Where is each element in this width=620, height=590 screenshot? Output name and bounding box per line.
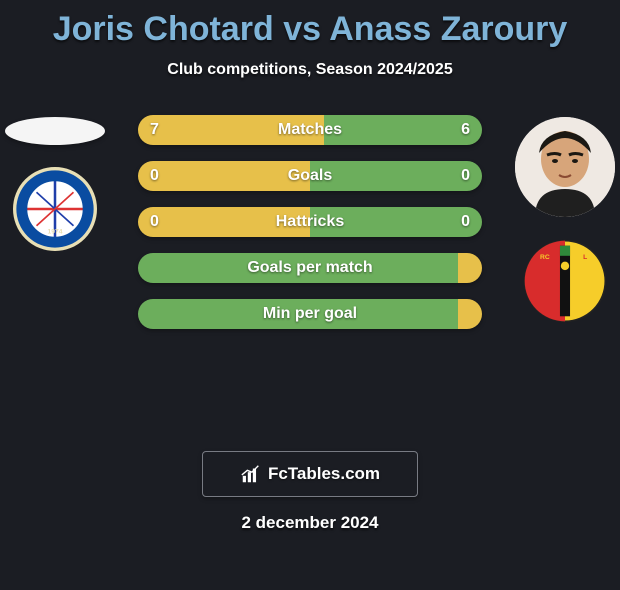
bar-chart-icon — [240, 463, 262, 485]
stat-bar-right-seg: 0 — [310, 161, 482, 191]
stat-right-value: 6 — [461, 121, 470, 139]
left-column: 1974 — [0, 109, 110, 251]
player1-club-logo: 1974 — [13, 167, 97, 251]
stat-bar-right-seg: 6 — [324, 115, 482, 145]
player1-avatar-placeholder — [5, 117, 105, 145]
stat-right-value: 0 — [461, 167, 470, 185]
stat-bar-left-seg — [138, 253, 458, 283]
watermark-text: FcTables.com — [268, 464, 380, 484]
stat-left-value: 0 — [150, 167, 159, 185]
right-column: RC L — [510, 109, 620, 323]
stat-left-value: 7 — [150, 121, 159, 139]
stat-bar: Goals per match — [138, 253, 482, 283]
bars-container: 76Matches00Goals00HattricksGoals per mat… — [138, 115, 482, 345]
player2-avatar — [515, 117, 615, 217]
subtitle: Club competitions, Season 2024/2025 — [0, 61, 620, 79]
page-title: Joris Chotard vs Anass Zaroury — [0, 10, 620, 49]
svg-text:1974: 1974 — [48, 228, 63, 235]
stat-bar-right-seg — [458, 253, 482, 283]
title-player1: Joris Chotard — [53, 10, 274, 48]
stat-bar-right-seg: 0 — [310, 207, 482, 237]
watermark-box: FcTables.com — [202, 451, 418, 497]
stat-bar: Min per goal — [138, 299, 482, 329]
stat-right-value: 0 — [461, 213, 470, 231]
stat-bar: 00Hattricks — [138, 207, 482, 237]
title-player2: Anass Zaroury — [329, 10, 567, 48]
date-text: 2 december 2024 — [0, 513, 620, 533]
stat-bar-left-seg: 0 — [138, 161, 310, 191]
svg-text:L: L — [583, 254, 587, 261]
svg-text:RC: RC — [540, 254, 550, 261]
stat-bar: 00Goals — [138, 161, 482, 191]
stat-bar-left-seg — [138, 299, 458, 329]
player2-club-logo: RC L — [523, 239, 607, 323]
stat-bar-right-seg — [458, 299, 482, 329]
stat-left-value: 0 — [150, 213, 159, 231]
stat-bar: 76Matches — [138, 115, 482, 145]
stat-bar-left-seg: 7 — [138, 115, 324, 145]
stat-bar-left-seg: 0 — [138, 207, 310, 237]
comparison-area: 1974 — [0, 109, 620, 449]
title-vs: vs — [283, 10, 321, 48]
